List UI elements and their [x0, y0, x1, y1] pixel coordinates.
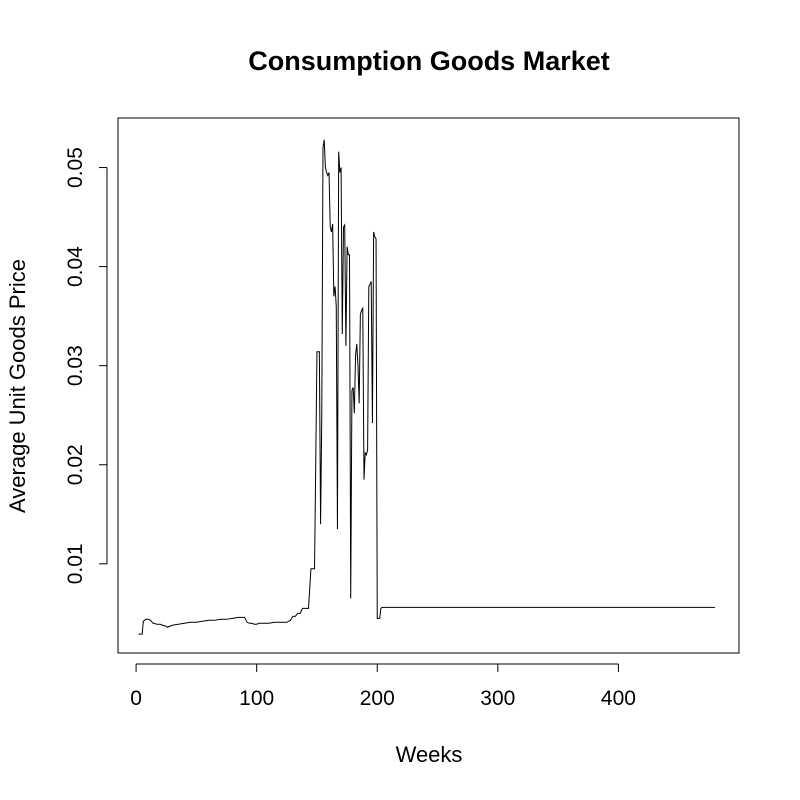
x-axis: 0 100 200 300 400 [130, 663, 636, 710]
plot-frame [117, 117, 740, 654]
y-tick-label: 0.04 [64, 246, 87, 287]
x-tick-label: 400 [601, 687, 636, 710]
x-tick-label: 300 [480, 687, 515, 710]
y-tick-label: 0.03 [64, 345, 87, 386]
y-tick-label: 0.02 [64, 444, 87, 485]
y-tick-label: 0.05 [64, 147, 87, 188]
x-tick-label: 100 [239, 687, 274, 710]
x-axis-label: Weeks [396, 742, 463, 767]
x-tick-label: 200 [360, 687, 395, 710]
series-line [138, 139, 715, 635]
chart-title: Consumption Goods Market [248, 46, 610, 76]
y-axis-label: Average Unit Goods Price [5, 259, 30, 513]
x-tick-label: 0 [130, 687, 142, 710]
y-tick-label: 0.01 [64, 543, 87, 584]
y-axis: 0.01 0.02 0.03 0.04 0.05 [64, 147, 108, 584]
